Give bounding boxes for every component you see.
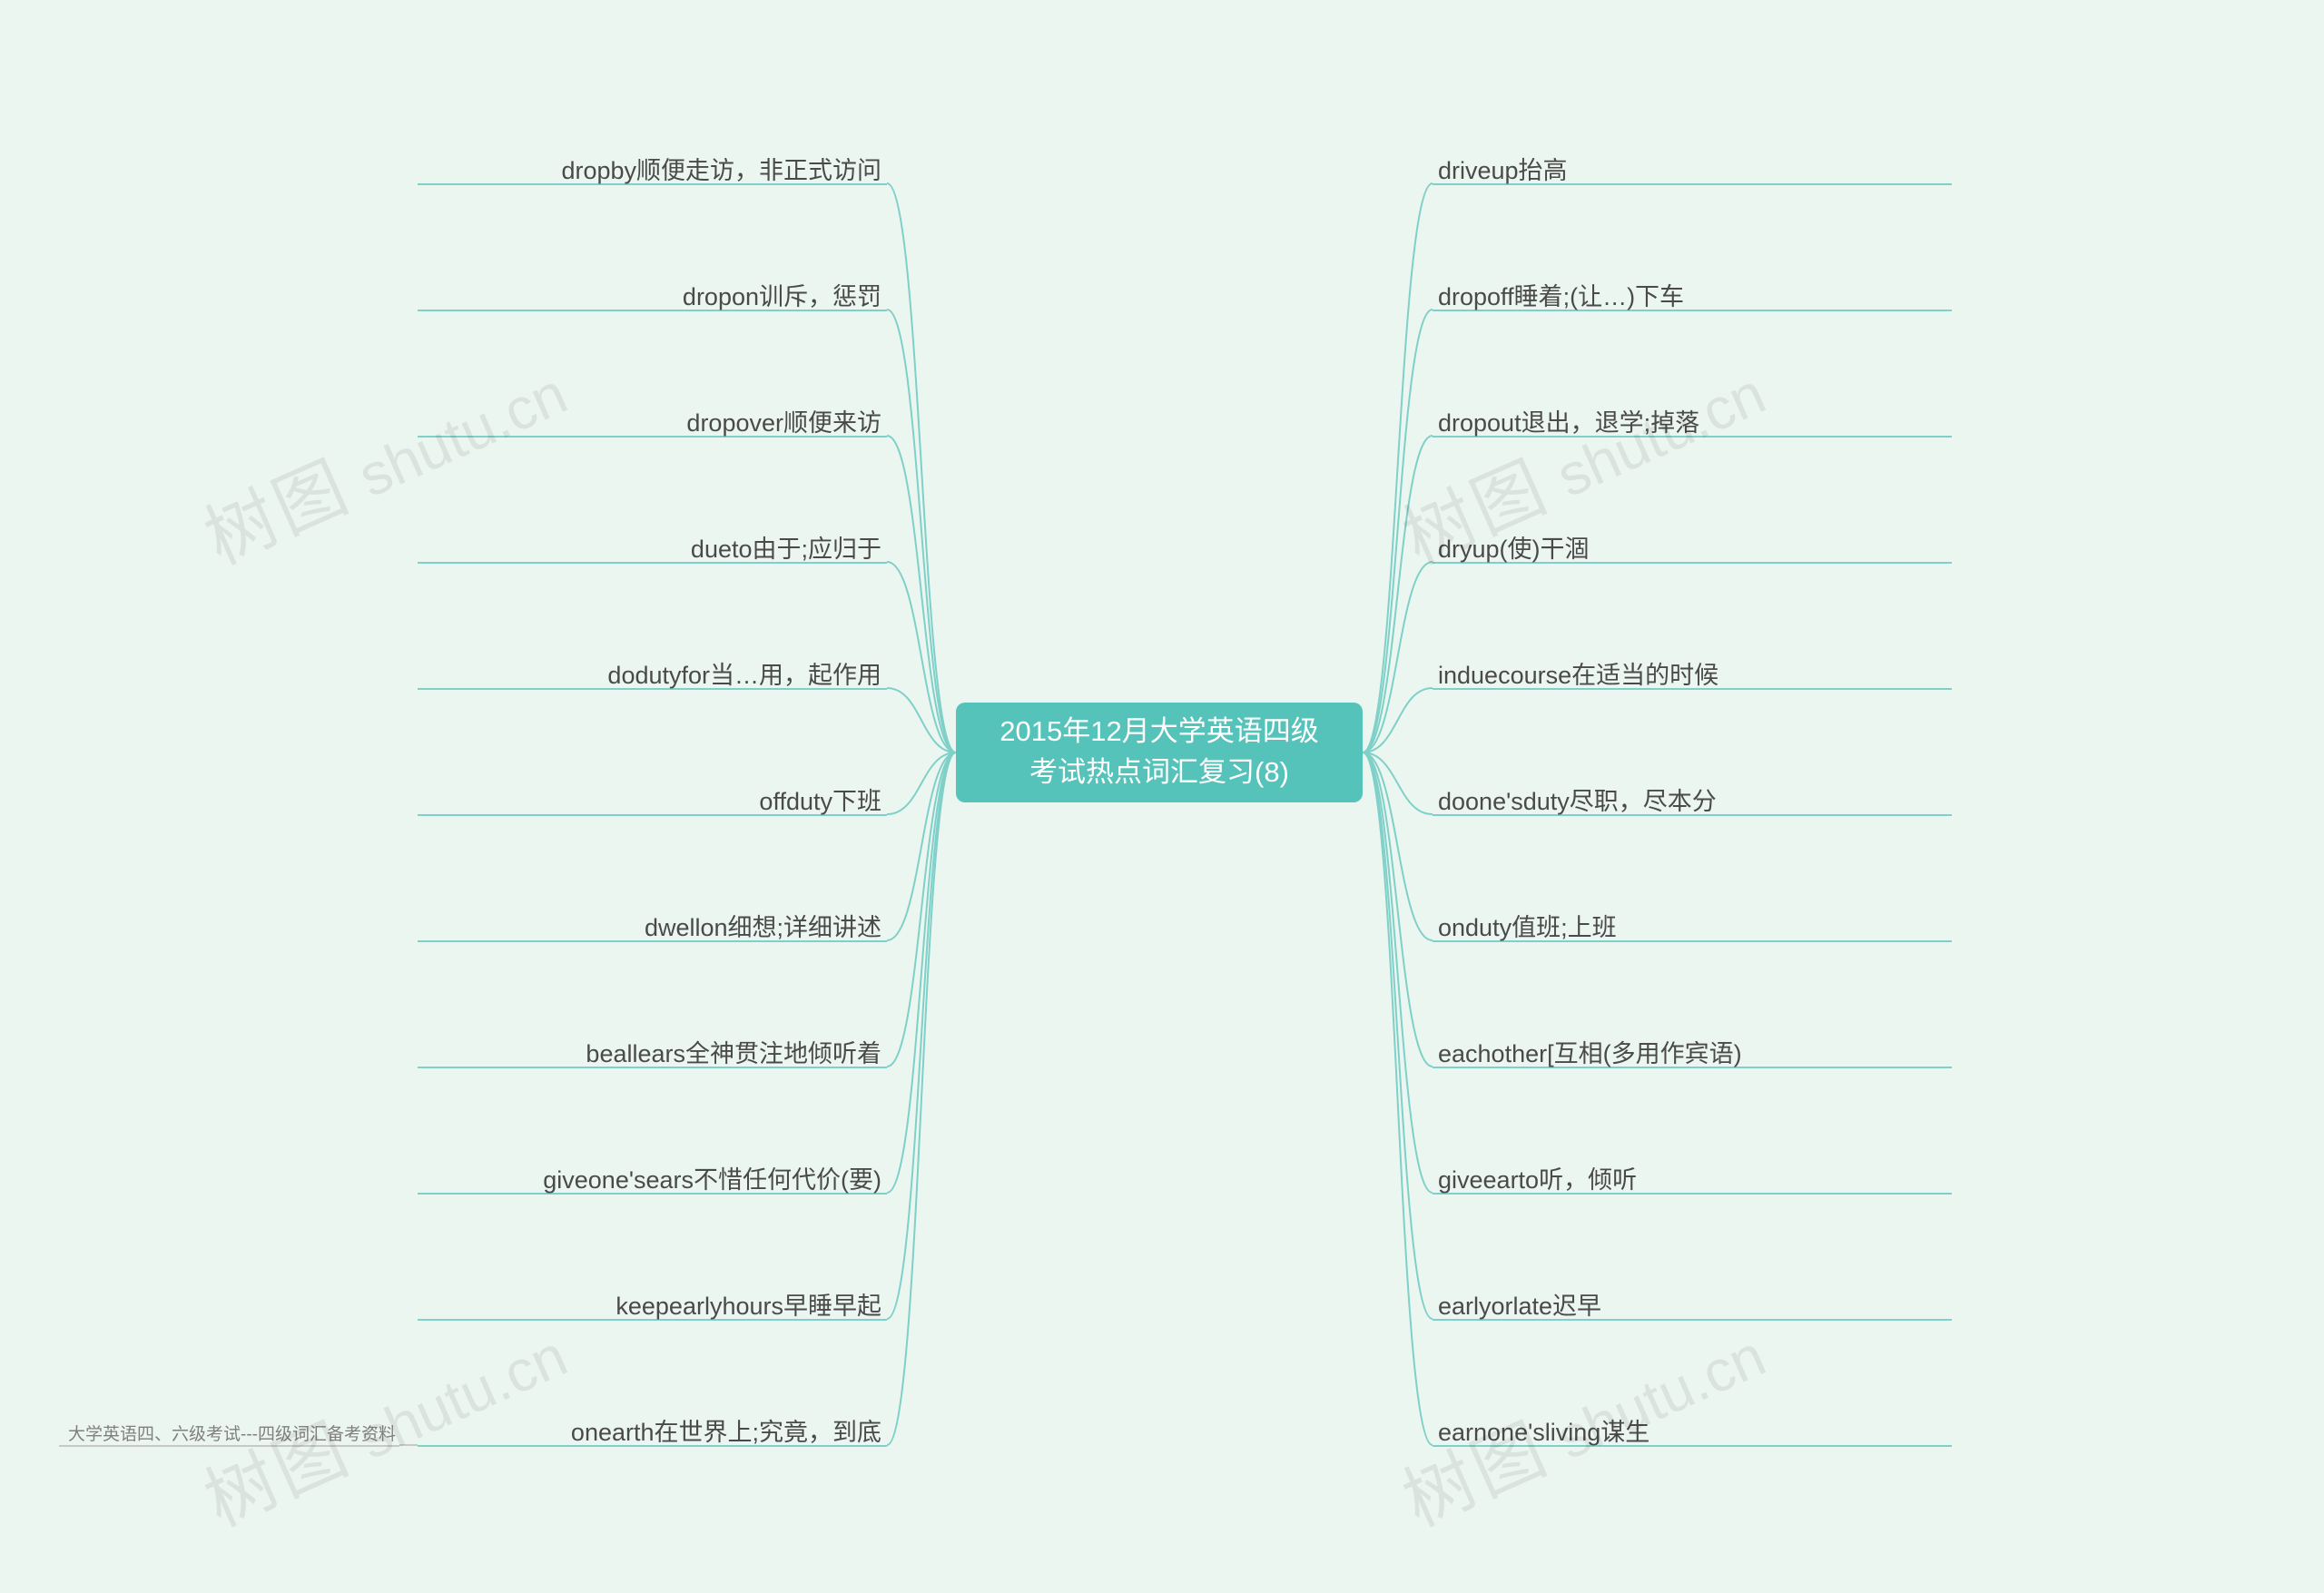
subleaf-underline — [59, 1445, 399, 1447]
left-leaf-10: onearth在世界上;究竟，到底 — [571, 1412, 881, 1448]
left-leaf-0: dropby顺便走访，非正式访问 — [561, 151, 881, 186]
left-leaf-2: dropover顺便来访 — [686, 403, 881, 438]
left-leaf-3: dueto由于;应归于 — [691, 529, 881, 565]
right-leaf-7: eachother[互相(多用作宾语) — [1438, 1034, 1742, 1069]
center-line2: 考试热点词汇复习(8) — [1000, 752, 1318, 793]
left-leaf-8: giveone'sears不惜任何代价(要) — [543, 1160, 881, 1195]
left-leaf-7: beallears全神贯注地倾听着 — [586, 1034, 881, 1069]
right-leaf-0: driveup抬高 — [1438, 151, 1568, 186]
right-leaf-8: giveearto听，倾听 — [1438, 1160, 1637, 1195]
left-leaf-6: dwellon细想;详细讲述 — [645, 908, 881, 943]
left-leaf-1: dropon训斥，惩罚 — [683, 277, 881, 312]
right-leaf-1: dropoff睡着;(让…)下车 — [1438, 277, 1684, 312]
right-leaf-2: dropout退出，退学;掉落 — [1438, 403, 1699, 438]
right-leaf-9: earlyorlate迟早 — [1438, 1286, 1601, 1322]
right-leaf-3: dryup(使)干涸 — [1438, 529, 1590, 565]
left-leaf-4: dodutyfor当…用，起作用 — [607, 655, 881, 691]
left-leaf-5: offduty下班 — [759, 782, 881, 817]
right-leaf-6: onduty值班;上班 — [1438, 908, 1617, 943]
right-leaf-5: doone'sduty尽职，尽本分 — [1438, 782, 1717, 817]
watermark-0: 树图shutu.cn — [187, 335, 580, 585]
left-leaf-9: keepearlyhours早睡早起 — [615, 1286, 881, 1322]
center-line1: 2015年12月大学英语四级 — [1000, 712, 1318, 752]
right-leaf-4: induecourse在适当的时候 — [1438, 655, 1718, 691]
right-leaf-10: earnone'sliving谋生 — [1438, 1412, 1649, 1448]
subleaf-text: 大学英语四、六级考试---四级词汇备考资料 — [68, 1421, 396, 1445]
center-node: 2015年12月大学英语四级 考试热点词汇复习(8) — [956, 703, 1363, 802]
